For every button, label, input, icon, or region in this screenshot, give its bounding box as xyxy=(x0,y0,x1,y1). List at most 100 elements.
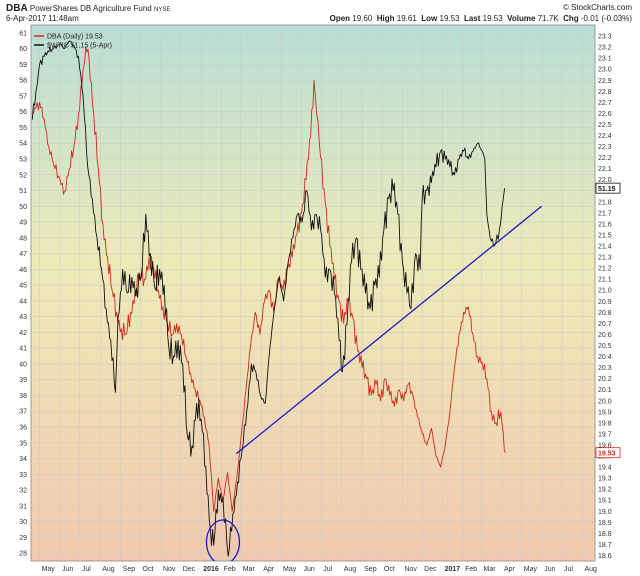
x-tick-label: May xyxy=(283,566,297,573)
chg-label: Chg xyxy=(563,14,579,23)
left-tick-label: 40 xyxy=(19,361,27,368)
last-value: 19.53 xyxy=(482,14,503,23)
right-tick-label: 18.7 xyxy=(598,542,612,549)
annotation-group xyxy=(205,205,542,561)
wtic-line xyxy=(31,40,506,557)
right-tick-label: 20.7 xyxy=(598,321,612,328)
last-value-text: 51.15 xyxy=(598,186,616,193)
left-tick-label: 44 xyxy=(19,298,27,305)
left-tick-label: 59 xyxy=(19,62,27,69)
last-value-box xyxy=(595,447,621,459)
right-tick-label: 19.7 xyxy=(598,431,612,438)
high-label: High xyxy=(376,14,395,23)
left-tick-label: 36 xyxy=(19,425,27,432)
right-tick-label: 18.6 xyxy=(598,553,612,560)
left-tick-label: 43 xyxy=(19,314,27,321)
right-tick-label: 22.5 xyxy=(598,122,612,129)
left-tick-label: 37 xyxy=(19,409,27,416)
left-tick-label: 34 xyxy=(19,456,27,463)
right-axis: 18.618.718.818.919.019.119.219.319.419.5… xyxy=(598,34,612,560)
right-tick-label: 20.1 xyxy=(598,387,612,394)
left-tick-label: 51 xyxy=(19,188,27,195)
left-tick-label: 28 xyxy=(19,551,27,558)
right-tick-label: 23.0 xyxy=(598,67,612,74)
left-tick-label: 47 xyxy=(19,251,27,258)
x-tick-label: May xyxy=(524,566,538,573)
last-value-labels: 51.15 19.53 xyxy=(595,182,621,459)
left-tick-label: 53 xyxy=(19,157,27,164)
x-tick-label: Jul xyxy=(564,566,573,573)
x-tick-label: Dec xyxy=(183,566,196,573)
left-tick-label: 39 xyxy=(19,377,27,384)
right-tick-label: 22.9 xyxy=(598,78,612,85)
right-tick-label: 22.4 xyxy=(598,133,612,140)
x-tick-label: 2016 xyxy=(203,566,219,573)
right-tick-label: 20.8 xyxy=(598,310,612,317)
x-tick-label: Oct xyxy=(143,566,154,573)
left-tick-label: 35 xyxy=(19,440,27,447)
right-tick-label: 20.6 xyxy=(598,332,612,339)
x-tick-label: Oct xyxy=(384,566,395,573)
chg-value: -0.01 (-0.03%) xyxy=(580,14,632,23)
x-tick-label: Dec xyxy=(424,566,437,573)
right-tick-label: 20.2 xyxy=(598,376,612,383)
right-tick-label: 19.0 xyxy=(598,509,612,516)
legend-label: $WTIC 51.15 (5-Apr) xyxy=(47,43,112,50)
right-tick-label: 21.4 xyxy=(598,244,612,251)
x-tick-label: Jun xyxy=(303,566,314,573)
right-tick-label: 19.1 xyxy=(598,498,612,505)
right-tick-label: 19.9 xyxy=(598,409,612,416)
right-tick-label: 20.4 xyxy=(598,354,612,361)
left-tick-label: 32 xyxy=(19,488,27,495)
right-tick-label: 21.2 xyxy=(598,266,612,273)
grid-lines xyxy=(31,25,595,561)
x-tick-label: Jul xyxy=(323,566,332,573)
quote-stats: Open 19.60 High 19.61 Low 19.53 Last 19.… xyxy=(330,14,632,23)
right-tick-label: 19.2 xyxy=(598,487,612,494)
volume-value: 71.7K xyxy=(537,14,559,23)
date-time: 6-Apr-2017 11:48am xyxy=(6,14,79,23)
x-tick-label: May xyxy=(42,566,56,573)
right-tick-label: 22.0 xyxy=(598,177,612,184)
legend-label: DBA (Daily) 19.53 xyxy=(47,34,103,41)
right-tick-label: 19.3 xyxy=(598,476,612,483)
x-tick-label: Jun xyxy=(544,566,555,573)
legend: DBA (Daily) 19.53 $WTIC 51.15 (5-Apr) xyxy=(34,34,112,50)
high-value: 19.61 xyxy=(396,14,417,23)
left-tick-label: 30 xyxy=(19,519,27,526)
x-tick-label: Aug xyxy=(344,566,357,573)
right-tick-label: 18.9 xyxy=(598,520,612,527)
right-tick-label: 23.2 xyxy=(598,45,612,52)
left-tick-label: 45 xyxy=(19,283,27,290)
right-tick-label: 20.5 xyxy=(598,343,612,350)
x-tick-label: Sep xyxy=(364,566,377,573)
symbol-label: DBA xyxy=(6,3,28,14)
dba-line xyxy=(32,46,506,512)
right-tick-label: 21.3 xyxy=(598,255,612,262)
right-tick-label: 22.2 xyxy=(598,155,612,162)
left-tick-label: 50 xyxy=(19,204,27,211)
low-circle xyxy=(205,519,241,561)
right-tick-label: 22.6 xyxy=(598,111,612,118)
left-tick-label: 41 xyxy=(19,346,27,353)
right-tick-label: 20.3 xyxy=(598,365,612,372)
brand-label: © StockCharts.com xyxy=(562,3,632,12)
left-tick-label: 29 xyxy=(19,535,27,542)
series-group xyxy=(31,40,506,557)
left-tick-label: 46 xyxy=(19,267,27,274)
plot-area xyxy=(30,24,596,562)
right-tick-label: 19.6 xyxy=(598,442,612,449)
right-tick-label: 21.1 xyxy=(598,277,612,284)
low-label: Low xyxy=(421,14,438,23)
right-tick-label: 23.1 xyxy=(598,56,612,63)
right-tick-label: 22.8 xyxy=(598,89,612,96)
last-value-text: 19.53 xyxy=(598,451,616,458)
right-tick-label: 19.8 xyxy=(598,420,612,427)
x-tick-label: Feb xyxy=(465,566,477,573)
x-axis: May Jun Jul Aug Sep Oct Nov Dec 2016 Feb Mar Apr May… xyxy=(42,566,597,573)
left-tick-label: 52 xyxy=(19,172,27,179)
trendline xyxy=(235,205,542,455)
x-tick-label: Jul xyxy=(82,566,91,573)
left-tick-label: 60 xyxy=(19,46,27,53)
